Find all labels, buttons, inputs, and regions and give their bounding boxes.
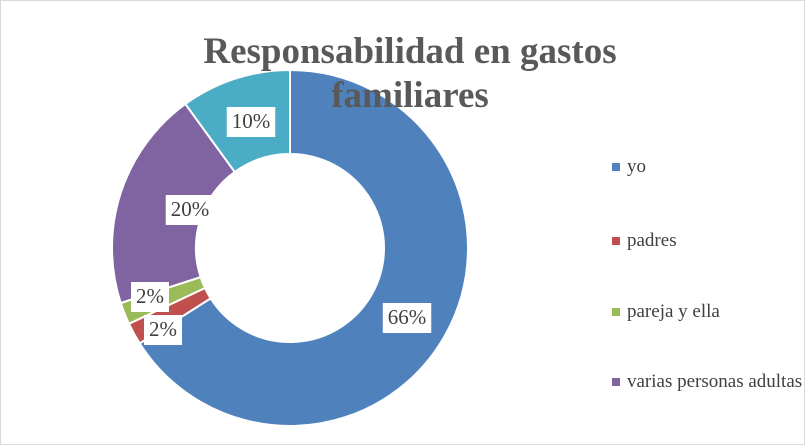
data-label-text: 66% xyxy=(388,305,427,329)
data-label-text: 10% xyxy=(232,109,271,133)
data-label: 66% xyxy=(382,303,432,333)
legend-swatch xyxy=(612,308,620,316)
legend-swatch xyxy=(612,237,620,245)
legend-item: varias personas adultas xyxy=(612,370,805,394)
data-label-text: 2% xyxy=(149,317,177,341)
legend-label: yo xyxy=(627,156,646,177)
legend-label: varias personas adultas xyxy=(627,371,803,392)
data-label: 20% xyxy=(165,195,215,225)
data-label-text: 20% xyxy=(171,197,210,221)
legend-swatch xyxy=(612,378,620,386)
data-label-box xyxy=(165,195,215,225)
legend-label: padres xyxy=(627,230,677,251)
legend-item: padres xyxy=(612,229,805,253)
legend-item: yo xyxy=(612,155,805,179)
legend-item: pareja y ella xyxy=(612,300,805,324)
data-label: 2% xyxy=(144,315,182,345)
legend-label: pareja y ella xyxy=(627,301,720,322)
chart-title: Responsabilidad en gastos familiares xyxy=(203,31,617,116)
data-label: 10% xyxy=(226,107,276,137)
data-label-box xyxy=(144,315,182,345)
donut-slice xyxy=(138,68,469,427)
legend-swatch xyxy=(612,163,620,171)
data-label: 2% xyxy=(131,282,169,312)
data-label-box xyxy=(226,107,276,137)
data-label-box xyxy=(131,282,169,312)
data-label-text: 2% xyxy=(136,284,164,308)
data-label-box xyxy=(382,303,432,333)
